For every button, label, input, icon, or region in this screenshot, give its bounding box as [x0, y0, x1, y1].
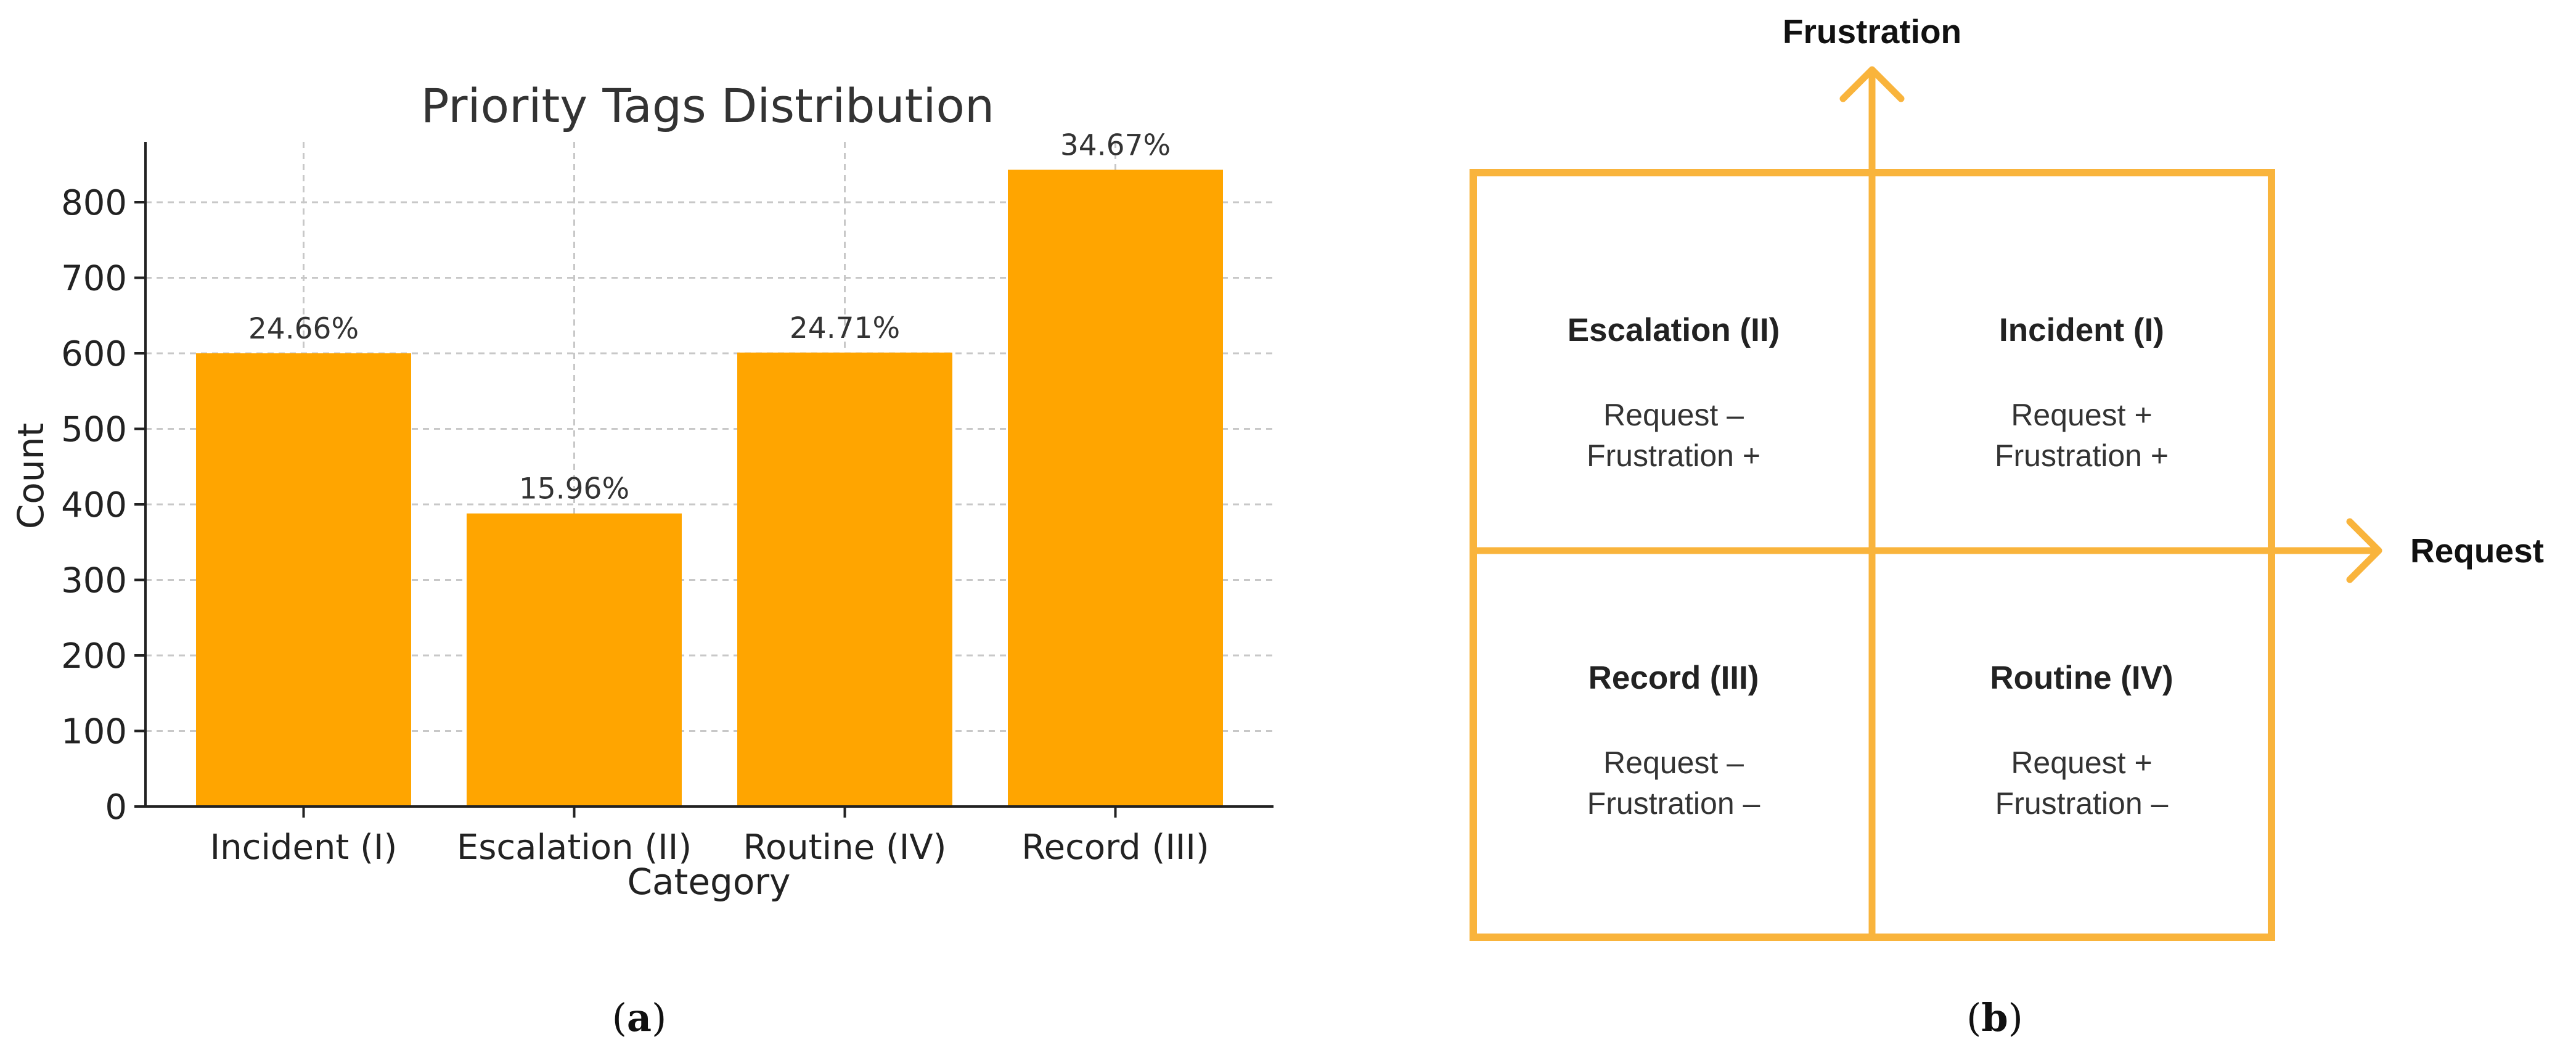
- chart-title: Priority Tags Distribution: [421, 78, 994, 133]
- y-tick-label: 800: [61, 183, 127, 223]
- y-axis-title: Count: [10, 423, 52, 529]
- y-tick-label: 600: [61, 334, 127, 374]
- x-axis-title: Category: [628, 861, 791, 903]
- x-tick-label: Routine (IV): [743, 827, 947, 868]
- x-tick-label: Escalation (II): [457, 827, 692, 868]
- y-ticks: 0 100 200 300 400 500 600 700 800: [61, 183, 145, 827]
- bar-data-label: 24.71%: [790, 311, 900, 345]
- quadrant-title-routine: Routine (IV): [1990, 660, 2173, 696]
- quadrant-line-record-request: Request –: [1603, 745, 1744, 780]
- bar-data-label: 34.67%: [1060, 128, 1171, 162]
- caption-b-open: (: [1966, 995, 1981, 1040]
- quadrant-line-routine-request: Request +: [2011, 745, 2152, 780]
- horizontal-arrow-head-icon: [2346, 518, 2382, 583]
- request-axis-label: Request: [2410, 532, 2544, 570]
- x-tick-label: Incident (I): [210, 827, 398, 868]
- caption-b-letter: b: [1981, 995, 2008, 1040]
- data-labels: 24.66% 15.96% 24.71% 34.67%: [248, 128, 1171, 506]
- y-tick-label: 200: [61, 636, 127, 676]
- bar: [1008, 170, 1223, 807]
- quadrant-line-routine-frustration: Frustration –: [1995, 786, 2169, 821]
- bar: [737, 352, 952, 806]
- x-ticks: Incident (I) Escalation (II) Routine (IV) R…: [210, 806, 1209, 868]
- quadrant-line-escalation-frustration: Frustration +: [1587, 438, 1760, 473]
- bars: [196, 170, 1223, 807]
- y-tick-label: 500: [61, 410, 127, 450]
- bar-data-label: 24.66%: [248, 312, 359, 346]
- bar-chart: Priority Tags Distribution 24.66%15.96%2…: [10, 78, 1274, 903]
- quadrant-title-escalation: Escalation (II): [1568, 312, 1780, 348]
- quadrant-line-escalation-request: Request –: [1603, 398, 1744, 432]
- y-tick-label: 0: [105, 787, 127, 827]
- bar: [467, 513, 682, 806]
- caption-b-close: ): [2008, 995, 2023, 1040]
- quadrant-frame: [1470, 169, 2275, 941]
- axes: [144, 142, 1274, 808]
- quadrant-line-incident-frustration: Frustration +: [1995, 438, 2169, 473]
- quadrant-title-incident: Incident (I): [1999, 312, 2164, 348]
- quadrant-title-record: Record (III): [1589, 660, 1759, 696]
- bar-data-label: 15.96%: [519, 472, 629, 506]
- bar: [196, 353, 411, 806]
- quadrant-line-incident-request: Request +: [2011, 398, 2152, 432]
- vertical-arrow-head-icon: [1839, 66, 1905, 102]
- y-tick-label: 300: [61, 561, 127, 601]
- y-tick-label: 400: [61, 485, 127, 525]
- frustration-axis-label: Frustration: [1783, 12, 1961, 51]
- caption-b: (b): [1966, 995, 2023, 1040]
- y-tick-label: 700: [61, 259, 127, 299]
- quadrant-line-record-frustration: Frustration –: [1587, 786, 1760, 821]
- y-tick-label: 100: [61, 712, 127, 752]
- x-tick-label: Record (III): [1021, 827, 1209, 868]
